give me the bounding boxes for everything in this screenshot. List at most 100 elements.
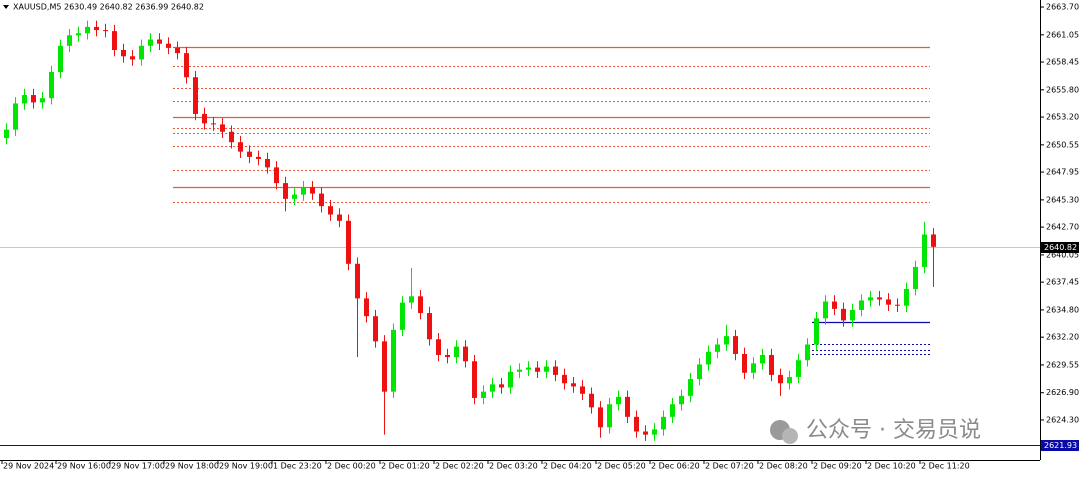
candle-body (598, 407, 603, 428)
candle-body (850, 309, 855, 321)
candle-body (886, 299, 891, 305)
candle-body (94, 26, 99, 31)
candle-body (589, 393, 594, 408)
x-tick-label: 2 Dec 08:20 (759, 462, 808, 471)
y-tick-label: 2642.70 (1046, 223, 1079, 232)
price-label: 2640.82 (1044, 243, 1077, 252)
symbol-menu-icon[interactable] (3, 5, 9, 9)
candle-body (544, 366, 549, 372)
candle-body (733, 336, 738, 354)
candle-body (688, 379, 693, 396)
y-tick-label: 2632.20 (1046, 333, 1079, 342)
x-tick-label: 2 Dec 02:20 (435, 462, 484, 471)
candle-body (328, 206, 333, 215)
candle-body (409, 296, 414, 303)
candle-body (463, 346, 468, 362)
y-tick-label: 2653.20 (1046, 113, 1079, 122)
candle-body (823, 301, 828, 319)
candle-body (715, 344, 720, 352)
x-tick-label: 2 Dec 07:20 (705, 462, 754, 471)
candle-body (436, 339, 441, 355)
candle-body (616, 396, 621, 405)
candle-body (571, 383, 576, 387)
candle-body (76, 33, 81, 36)
candle-body (553, 366, 558, 375)
x-tick-label: 2 Dec 06:20 (651, 462, 700, 471)
watermark-text: 公众号 · 交易员说 (806, 418, 981, 443)
candle-body (373, 316, 378, 342)
candle-body (877, 297, 882, 300)
candle-body (418, 296, 423, 314)
x-tick-label: 29 Nov 19:00 (219, 462, 273, 471)
candle-body (724, 336, 729, 345)
candle-body (382, 341, 387, 392)
candle-body (67, 35, 72, 46)
candle-body (787, 376, 792, 384)
y-tick-label: 2634.80 (1046, 305, 1079, 314)
candle-body (796, 360, 801, 377)
price-label-box (1041, 440, 1079, 451)
candle-body (175, 47, 180, 54)
candle-body (58, 45, 63, 73)
price-label-box (1041, 242, 1079, 253)
candle-body (508, 371, 513, 388)
candle-body (634, 416, 639, 432)
x-tick-label: 29 Nov 17:00 (111, 462, 165, 471)
candle-body (130, 56, 135, 60)
candle-body (517, 369, 522, 372)
watermark-icon (782, 428, 798, 444)
candle-body (211, 123, 216, 125)
candle-body (778, 374, 783, 384)
x-tick-label: 2 Dec 10:20 (867, 462, 916, 471)
candle-body (193, 77, 198, 114)
plot (0, 20, 1040, 446)
candle-body (769, 354, 774, 375)
candle-body (670, 404, 675, 417)
candle-body (472, 361, 477, 398)
y-tick-label: 2640.05 (1046, 250, 1079, 259)
candle-body (859, 300, 864, 310)
candle-body (832, 301, 837, 309)
y-tick-label: 2637.45 (1046, 278, 1079, 287)
candle-body (427, 313, 432, 340)
candle-body (184, 53, 189, 78)
candle-body (364, 298, 369, 317)
candle-body (760, 354, 765, 364)
candle-body (499, 384, 504, 388)
y-tick-label: 2650.55 (1046, 140, 1079, 149)
candle-body (238, 142, 243, 152)
candle-body (310, 187, 315, 194)
y-tick-label: 2661.05 (1046, 30, 1079, 39)
candle-body (841, 308, 846, 321)
candle-body (265, 158, 270, 168)
candle-body (346, 220, 351, 264)
watermark: 公众号 · 交易员说 (770, 418, 981, 444)
candle-body (274, 167, 279, 184)
candle-body (202, 113, 207, 124)
candle-body (931, 234, 936, 247)
x-tick-label: 2 Dec 04:20 (543, 462, 592, 471)
candle-body (490, 384, 495, 392)
x-tick-label: 29 Nov 18:00 (165, 462, 219, 471)
candle-body (148, 39, 153, 46)
y-tick-label: 2624.30 (1046, 415, 1079, 424)
x-tick-label: 2 Dec 01:20 (381, 462, 430, 471)
candle-body (643, 431, 648, 435)
candle-body (157, 39, 162, 44)
chart-header: XAUUSD,M5 2630.49 2640.82 2636.99 2640.8… (13, 3, 204, 12)
x-tick-label: 29 Nov 16:00 (57, 462, 111, 471)
candle-body (13, 103, 18, 130)
candle-body (814, 318, 819, 345)
candle-body (922, 234, 927, 267)
candle-body (679, 395, 684, 405)
candle-body (535, 367, 540, 372)
candle-body (319, 193, 324, 207)
candle-body (40, 98, 45, 103)
candle-body (391, 329, 396, 392)
y-tick-label: 2647.95 (1046, 168, 1079, 177)
candle-body (697, 364, 702, 380)
candle-body (706, 351, 711, 365)
candle-body (562, 374, 567, 384)
